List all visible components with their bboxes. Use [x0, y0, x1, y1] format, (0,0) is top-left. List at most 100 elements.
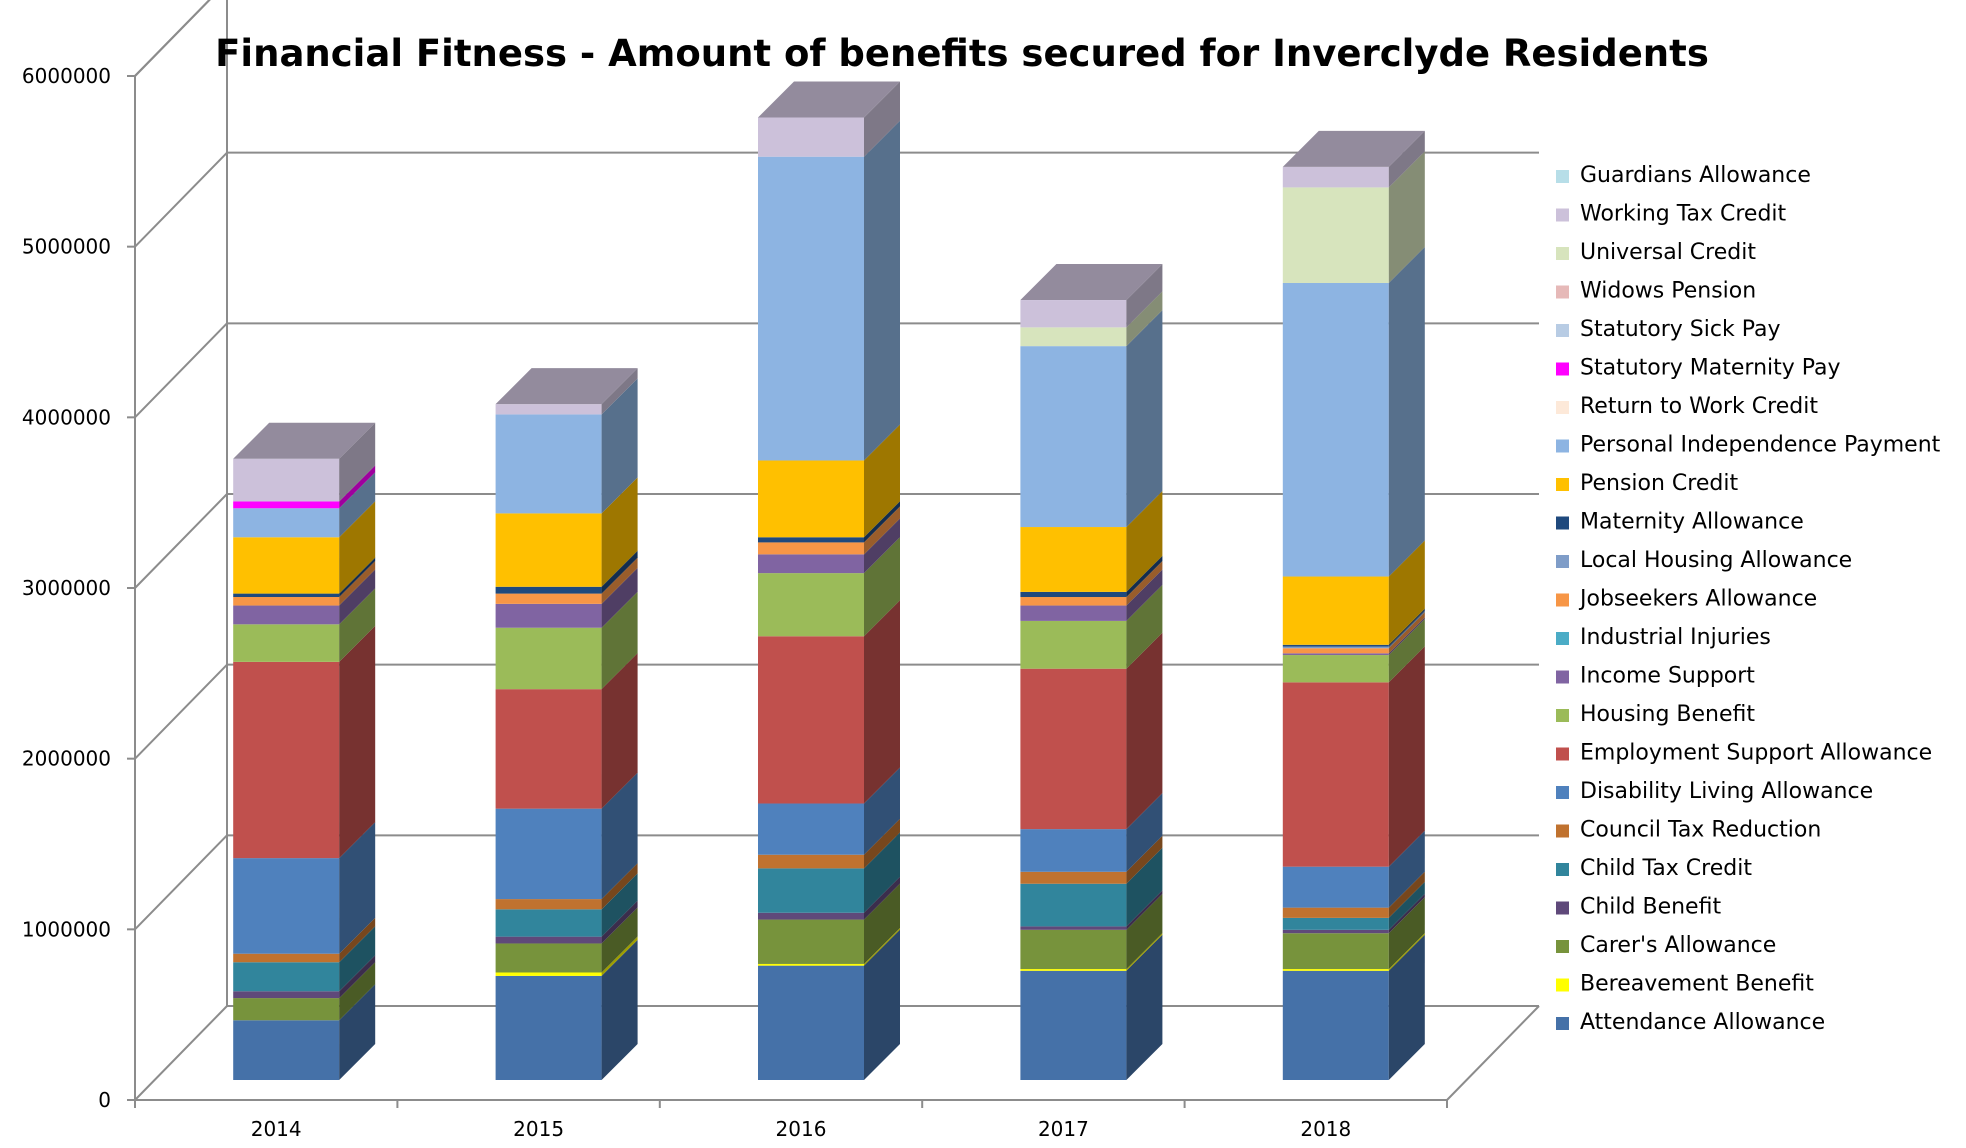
legend-item: Employment Support Allowance [1556, 741, 1932, 766]
bar-segment-pension-credit-2014 [233, 537, 340, 594]
bar-segment-child-tax-credit-2018 [1282, 917, 1389, 930]
bar-side-income-support-2018 [1388, 617, 1425, 656]
bar-segment-universal-credit-2018 [1282, 187, 1389, 283]
bar-side-child-benefit-2018 [1388, 893, 1425, 934]
axes-layer [127, 75, 1448, 1108]
bar-side-pension-credit-2014 [339, 501, 376, 594]
gridline-side-3000000 [134, 493, 228, 589]
bar-side-employment-support-allowance-2017 [1126, 632, 1163, 830]
bar-side-jobseekers-allowance-2016 [864, 506, 900, 555]
bar-side-pension-credit-2017 [1126, 491, 1163, 592]
bar-side-maternity-allowance-2018 [1388, 608, 1425, 647]
bar-side-jobseekers-allowance-2017 [1126, 561, 1163, 606]
legend-swatch [1556, 786, 1569, 799]
bar-side-disability-living-allowance-2016 [864, 767, 900, 855]
gridline-side-5000000 [134, 151, 228, 248]
chart-title: Financial Fitness - Amount of benefits s… [215, 32, 1709, 75]
bar-side-child-tax-credit-2015 [601, 873, 638, 937]
legend-swatch [1556, 516, 1569, 530]
bar-side-maternity-allowance-2017 [1126, 555, 1163, 598]
bar-stack-2017 [1020, 264, 1163, 1080]
bar-side-maternity-allowance-2016 [864, 501, 900, 543]
bar-segment-jobseekers-allowance-2015 [495, 593, 602, 604]
legend-label: Local Housing Allowance [1580, 548, 1852, 573]
legend-label: Widows Pension [1580, 279, 1756, 304]
legend-label: Council Tax Reduction [1580, 818, 1821, 843]
bar-segment-personal-independence-payment-2015 [495, 414, 602, 514]
bar-side-working-tax-credit-2014 [339, 422, 376, 502]
bar-segment-bereavement-benefit-2015 [495, 972, 602, 976]
bar-side-working-tax-credit-2015 [601, 368, 638, 415]
bar-segment-attendance-allowance-2016 [758, 965, 864, 1080]
bar-segment-attendance-allowance-2018 [1282, 970, 1389, 1080]
bar-segment-attendance-allowance-2015 [495, 975, 602, 1080]
bar-segment-personal-independence-payment-2018 [1282, 282, 1389, 577]
legend-item: Pension Credit [1556, 471, 1738, 496]
bar-segment-jobseekers-allowance-2018 [1282, 648, 1389, 654]
bar-stack-2016 [758, 81, 900, 1080]
legend-label: Personal Independence Payment [1580, 433, 1941, 458]
legend-swatch [1556, 593, 1569, 607]
bar-top-2018 [1282, 130, 1425, 167]
bar-segment-income-support-2017 [1020, 605, 1127, 621]
gridline-side-4000000 [134, 322, 228, 419]
x-tick-label: 2016 [776, 1117, 827, 1141]
bar-side-council-tax-reduction-2018 [1388, 871, 1425, 918]
bar-segment-carer-s-allowance-2016 [758, 919, 864, 964]
gridline-side-2000000 [134, 663, 228, 760]
legend-item: Personal Independence Payment [1556, 433, 1941, 458]
bar-segment-personal-independence-payment-2017 [1020, 346, 1127, 528]
bar-side-housing-benefit-2017 [1126, 584, 1163, 669]
legend-item: Universal Credit [1556, 240, 1756, 265]
bar-segment-housing-benefit-2016 [758, 573, 864, 637]
bar-stack-2014 [233, 422, 376, 1080]
bar-side-pension-credit-2018 [1388, 540, 1425, 645]
bar-segment-child-benefit-2015 [495, 936, 602, 944]
legend-label: Housing Benefit [1580, 702, 1755, 727]
legend-swatch [1556, 824, 1569, 838]
bar-segment-child-tax-credit-2014 [233, 962, 340, 992]
legend-label: Return to Work Credit [1580, 394, 1818, 419]
bar-segment-pension-credit-2016 [758, 460, 864, 538]
legend-label: Disability Living Allowance [1580, 779, 1873, 804]
bar-side-council-tax-reduction-2016 [864, 818, 900, 869]
legend-swatch [1556, 362, 1569, 376]
legend-item: Industrial Injuries [1556, 625, 1771, 650]
legend-swatch [1556, 978, 1569, 992]
x-tick-label: 2017 [1038, 1117, 1089, 1141]
bar-segment-local-housing-allowance-2018 [1282, 646, 1389, 649]
legend-label: Industrial Injuries [1580, 625, 1771, 650]
legend-label: Carer's Allowance [1580, 933, 1776, 958]
bar-side-carer-s-allowance-2014 [339, 962, 376, 1021]
legend-label: Income Support [1580, 664, 1755, 689]
bar-segment-council-tax-reduction-2018 [1282, 907, 1389, 918]
bar-side-universal-credit-2017 [1126, 291, 1163, 347]
bar-side-working-tax-credit-2017 [1126, 264, 1163, 328]
legend-label: Statutory Sick Pay [1580, 317, 1780, 342]
bar-side-jobseekers-allowance-2014 [339, 561, 376, 606]
bar-side-child-tax-credit-2017 [1126, 847, 1163, 927]
legend-swatch [1556, 247, 1569, 260]
bar-segment-child-tax-credit-2017 [1020, 883, 1127, 927]
x-tick-label: 2015 [513, 1117, 564, 1141]
y-tick-label: 6000000 [22, 64, 111, 88]
bar-segment-employment-support-allowance-2014 [233, 661, 340, 859]
legend-item: Child Tax Credit [1556, 856, 1752, 881]
legend-swatch [1556, 401, 1569, 414]
bar-segment-jobseekers-allowance-2016 [758, 542, 864, 555]
bar-segment-disability-living-allowance-2018 [1282, 866, 1389, 908]
bar-segment-universal-credit-2017 [1020, 327, 1127, 347]
bar-segment-personal-independence-payment-2016 [758, 156, 864, 461]
bar-segment-working-tax-credit-2016 [758, 117, 864, 157]
y-tick-label: 3000000 [22, 576, 111, 600]
legend-label: Jobseekers Allowance [1578, 587, 1817, 612]
bar-segment-maternity-allowance-2018 [1282, 644, 1389, 647]
bar-side-maternity-allowance-2015 [601, 550, 638, 594]
bar-segment-carer-s-allowance-2015 [495, 943, 602, 973]
legend-swatch [1556, 439, 1569, 453]
bar-segment-attendance-allowance-2014 [233, 1020, 340, 1080]
legend-label: Attendance Allowance [1580, 1010, 1825, 1035]
legend-item: Widows Pension [1556, 279, 1756, 304]
bar-side-employment-support-allowance-2016 [864, 600, 900, 804]
bar-segment-employment-support-allowance-2015 [495, 689, 602, 809]
